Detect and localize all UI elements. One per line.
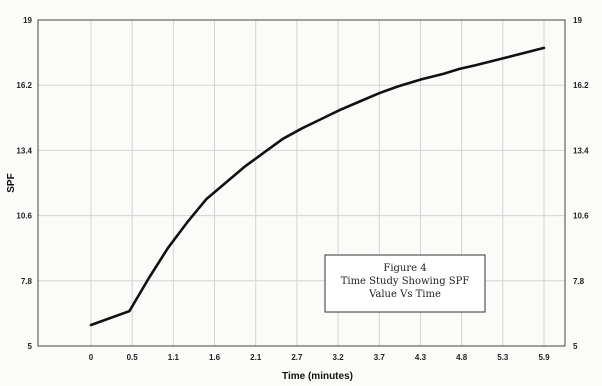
y-axis-left: 5 7.8 10.6 13.4 16.2 19	[16, 16, 32, 351]
y-tick-label-left: 5	[28, 342, 33, 351]
y-tick-label-right: 16.2	[573, 81, 589, 90]
annotation-line-2: Time Study Showing SPF	[341, 276, 470, 287]
y-tick-label-right: 13.4	[573, 146, 589, 155]
x-tick-label: 3.7	[374, 353, 386, 362]
y-tick-label-right: 5	[573, 342, 578, 351]
grid	[38, 19, 565, 347]
x-tick-label: 4.8	[456, 353, 468, 362]
x-axis-title: Time (minutes)	[282, 371, 353, 382]
annotation-line-1: Figure 4	[383, 263, 426, 274]
y-tick-label-left: 19	[23, 16, 32, 25]
y-tick-label-right: 10.6	[573, 212, 589, 221]
series-layer	[89, 46, 546, 327]
y-tick-label-left: 10.6	[16, 212, 32, 221]
x-tick-label: 3.2	[333, 353, 345, 362]
y-tick-label-right: 19	[573, 16, 582, 25]
x-tick-label: 2.7	[291, 353, 303, 362]
y-axis-right: 5 7.8 10.6 13.4 16.2 19	[573, 16, 589, 351]
y-tick-label-left: 13.4	[16, 146, 32, 155]
x-tick-label: 1.6	[209, 353, 221, 362]
figure-annotation: Figure 4 Time Study Showing SPF Value Vs…	[324, 254, 486, 313]
x-axis: 0 0.5 1.1 1.6 2.1 2.7 3.2 3.7 4.3 4.8 5.3 5.9	[89, 353, 550, 362]
annotation-box	[324, 254, 486, 313]
x-tick-label: 0	[89, 353, 94, 362]
y-tick-label-right: 7.8	[573, 277, 585, 286]
x-tick-label: 2.1	[250, 353, 262, 362]
x-tick-label: 5.9	[538, 353, 550, 362]
y-axis-title: SPF	[6, 173, 17, 192]
series-line	[89, 46, 546, 327]
plot-frame	[37, 19, 566, 347]
y-tick-label-left: 16.2	[16, 81, 32, 90]
x-tick-label: 1.1	[168, 353, 180, 362]
x-tick-label: 5.3	[497, 353, 509, 362]
y-tick-label-left: 7.8	[21, 277, 33, 286]
x-tick-label: 0.5	[127, 353, 139, 362]
x-tick-label: 4.3	[415, 353, 427, 362]
annotation-line-3: Value Vs Time	[368, 289, 441, 300]
